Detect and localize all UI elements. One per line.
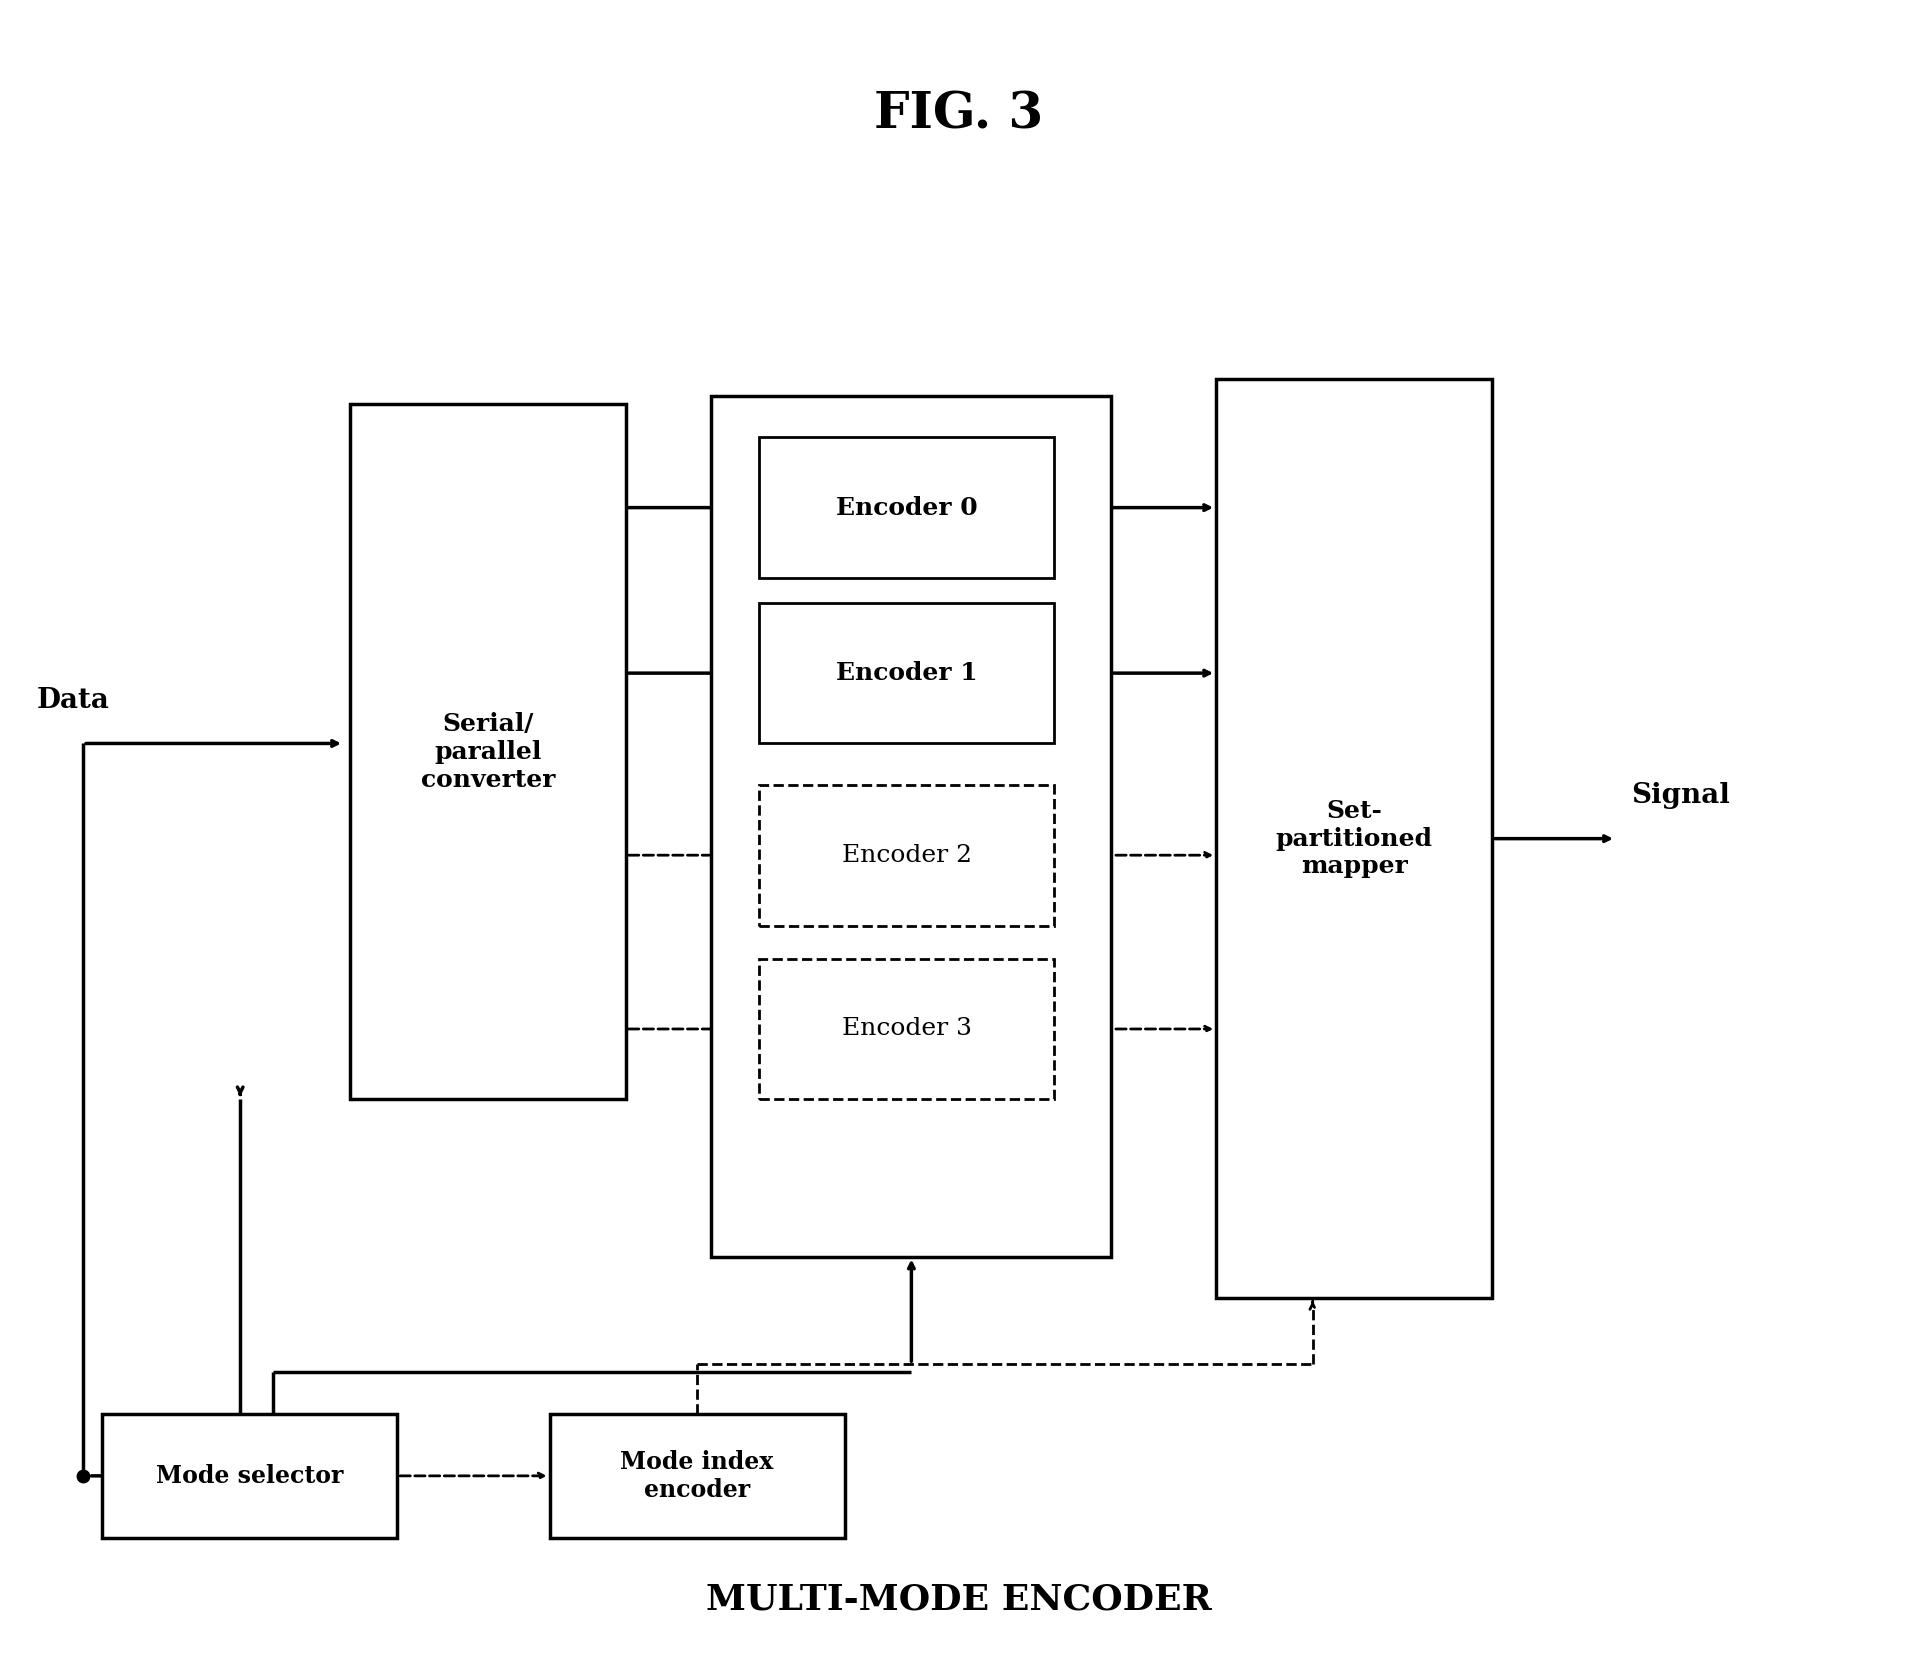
Text: Set-
partitioned
mapper: Set- partitioned mapper <box>1275 799 1433 878</box>
Text: Serial/
parallel
converter: Serial/ parallel converter <box>420 713 554 791</box>
Text: MULTI-MODE ENCODER: MULTI-MODE ENCODER <box>706 1582 1212 1616</box>
Text: Encoder 1: Encoder 1 <box>836 661 978 686</box>
FancyBboxPatch shape <box>760 784 1055 926</box>
Text: Mode index
encoder: Mode index encoder <box>621 1450 773 1502</box>
FancyBboxPatch shape <box>712 396 1111 1257</box>
Text: FIG. 3: FIG. 3 <box>875 90 1043 139</box>
Text: Mode selector: Mode selector <box>155 1464 343 1487</box>
Text: Data: Data <box>36 686 109 714</box>
FancyBboxPatch shape <box>550 1414 844 1537</box>
Text: Encoder 0: Encoder 0 <box>836 496 978 519</box>
FancyBboxPatch shape <box>760 603 1055 743</box>
Text: Encoder 3: Encoder 3 <box>842 1018 972 1040</box>
FancyBboxPatch shape <box>102 1414 397 1537</box>
FancyBboxPatch shape <box>760 958 1055 1100</box>
FancyBboxPatch shape <box>349 404 625 1100</box>
Text: Encoder 2: Encoder 2 <box>842 845 972 866</box>
FancyBboxPatch shape <box>760 437 1055 577</box>
FancyBboxPatch shape <box>1216 379 1492 1298</box>
Text: Signal: Signal <box>1630 781 1730 809</box>
